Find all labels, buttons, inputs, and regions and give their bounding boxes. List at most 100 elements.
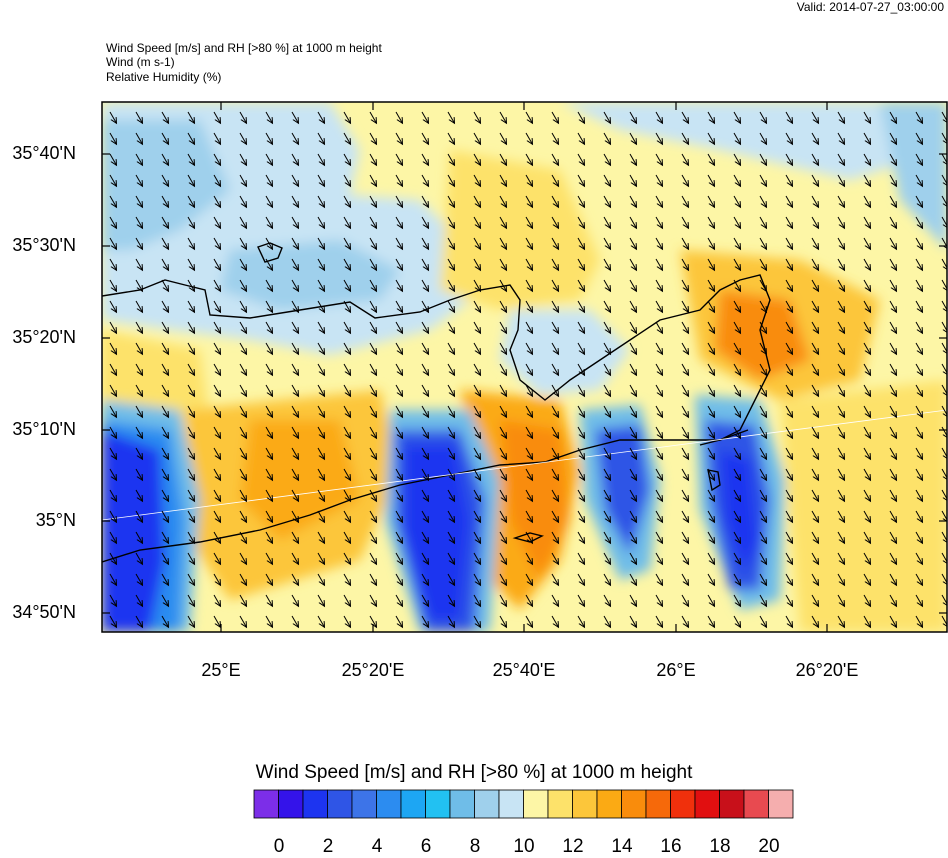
wind-arrow xyxy=(551,342,559,354)
wind-arrow xyxy=(473,237,481,249)
wind-arrow xyxy=(785,489,793,501)
wind-arrow xyxy=(421,342,429,354)
wind-arrow xyxy=(707,426,715,438)
wind-arrow xyxy=(239,132,247,144)
wind-arrow xyxy=(785,132,793,144)
wind-arrow xyxy=(187,594,195,606)
wind-arrow xyxy=(941,405,947,417)
wind-arrow xyxy=(473,552,481,564)
wind-arrow xyxy=(161,342,169,354)
header-wind-label: Wind (m s-1) xyxy=(106,55,175,69)
wind-arrow xyxy=(759,132,767,144)
wind-arrow xyxy=(759,300,767,312)
wind-arrow xyxy=(447,384,455,396)
wind-arrow xyxy=(551,615,559,627)
wind-arrow xyxy=(395,174,403,186)
wind-arrow xyxy=(135,384,143,396)
wind-arrow xyxy=(863,174,871,186)
wind-arrow xyxy=(837,489,845,501)
wind-arrow xyxy=(187,405,195,417)
wind-arrow xyxy=(395,321,403,333)
wind-arrow xyxy=(187,216,195,228)
wind-arrow xyxy=(863,489,871,501)
wind-arrow xyxy=(577,153,585,165)
wind-arrow xyxy=(473,195,481,207)
wind-arrow xyxy=(421,279,429,291)
wind-arrow xyxy=(811,468,819,480)
wind-arrow xyxy=(577,321,585,333)
wind-arrow xyxy=(889,216,897,228)
wind-arrow xyxy=(447,195,455,207)
wind-arrow xyxy=(941,153,947,165)
wind-arrow xyxy=(291,405,299,417)
wind-arrow xyxy=(603,174,611,186)
wind-arrow xyxy=(707,489,715,501)
wind-arrow xyxy=(473,111,481,123)
wind-arrow xyxy=(239,300,247,312)
wind-arrow xyxy=(577,615,585,627)
wind-arrow xyxy=(785,531,793,543)
wind-arrow xyxy=(109,363,117,375)
colorbar-title: Wind Speed [m/s] and RH [>80 %] at 1000 … xyxy=(255,762,693,783)
wind-arrow xyxy=(603,258,611,270)
colorbar-swatch xyxy=(523,789,549,819)
wind-arrow xyxy=(733,216,741,228)
wind-arrow xyxy=(421,573,429,585)
colorbar-swatch xyxy=(670,789,696,819)
wind-arrow xyxy=(213,510,221,522)
wind-arrow xyxy=(915,510,923,522)
wind-arrow xyxy=(239,489,247,501)
wind-arrow xyxy=(473,531,481,543)
wind-arrow xyxy=(291,468,299,480)
wind-arrow xyxy=(941,552,947,564)
wind-arrow xyxy=(265,426,273,438)
wind-arrow xyxy=(603,342,611,354)
wind-arrow xyxy=(629,447,637,459)
wind-arrow xyxy=(707,195,715,207)
wind-arrow xyxy=(473,258,481,270)
wind-arrow xyxy=(187,153,195,165)
wind-arrow xyxy=(369,342,377,354)
wind-arrow xyxy=(681,405,689,417)
wind-arrow xyxy=(421,615,429,627)
wind-arrow xyxy=(499,174,507,186)
wind-arrow xyxy=(941,216,947,228)
wind-arrow xyxy=(889,195,897,207)
wind-arrow xyxy=(525,594,533,606)
wind-arrow xyxy=(629,195,637,207)
wind-arrow xyxy=(811,111,819,123)
wind-arrow xyxy=(447,342,455,354)
wind-arrow xyxy=(291,615,299,627)
wind-arrow xyxy=(785,342,793,354)
wind-arrow xyxy=(941,447,947,459)
wind-arrow xyxy=(551,279,559,291)
wind-arrow xyxy=(369,153,377,165)
wind-arrow xyxy=(369,363,377,375)
wind-arrow xyxy=(759,153,767,165)
wind-arrow xyxy=(525,468,533,480)
wind-arrow xyxy=(109,384,117,396)
wind-arrow xyxy=(681,363,689,375)
wind-arrow xyxy=(915,363,923,375)
wind-arrow xyxy=(187,342,195,354)
wind-arrow xyxy=(603,279,611,291)
wind-arrow xyxy=(681,132,689,144)
wind-arrow xyxy=(421,468,429,480)
wind-arrow xyxy=(161,258,169,270)
wind-arrow xyxy=(915,594,923,606)
wind-arrow xyxy=(551,300,559,312)
wind-arrow xyxy=(473,594,481,606)
wind-arrow xyxy=(291,510,299,522)
wind-arrow xyxy=(317,510,325,522)
wind-arrow xyxy=(785,426,793,438)
wind-arrow xyxy=(707,216,715,228)
wind-arrow xyxy=(161,468,169,480)
wind-arrow xyxy=(265,132,273,144)
wind-arrow xyxy=(135,573,143,585)
wind-arrow xyxy=(681,153,689,165)
wind-arrow xyxy=(915,174,923,186)
wind-arrow xyxy=(551,510,559,522)
wind-arrow xyxy=(551,132,559,144)
wind-arrow xyxy=(395,531,403,543)
wind-arrow xyxy=(499,216,507,228)
